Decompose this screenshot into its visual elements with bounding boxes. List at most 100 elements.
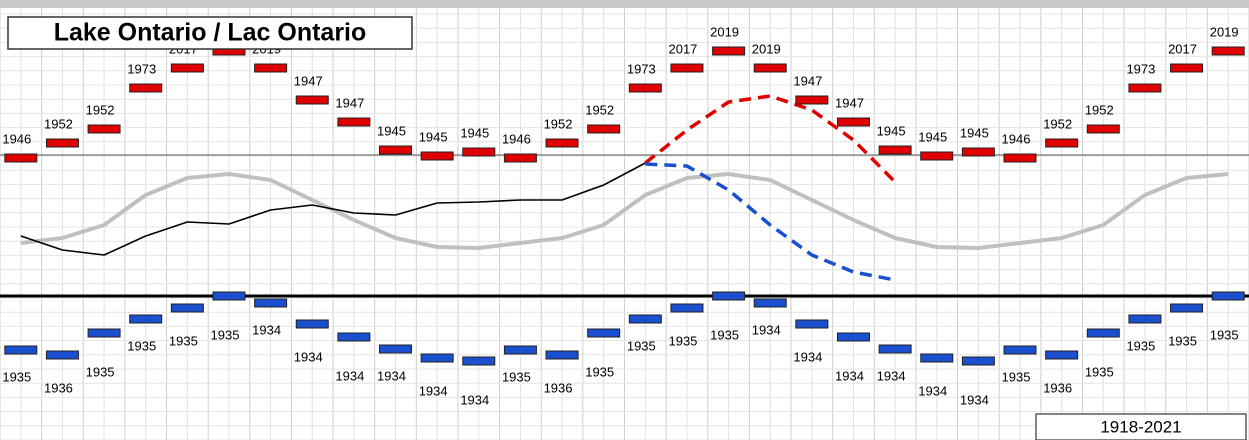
- year-label: 2019: [752, 41, 781, 56]
- level-mark: [1170, 303, 1204, 313]
- level-mark: [170, 303, 204, 313]
- level-mark: [628, 83, 662, 93]
- level-mark: [670, 63, 704, 73]
- level-mark: [1170, 63, 1204, 73]
- period: 1918-2021: [1100, 417, 1181, 436]
- level-mark: [212, 291, 246, 301]
- year-label: 1936: [544, 380, 573, 395]
- level-mark: [587, 124, 621, 134]
- level-mark: [753, 63, 787, 73]
- level-line: [20, 172, 1229, 250]
- level-mark: [45, 350, 79, 360]
- level-mark: [795, 95, 829, 105]
- level-mark: [545, 350, 579, 360]
- level-mark: [379, 344, 413, 354]
- level-mark: [1086, 328, 1120, 338]
- level-mark: [878, 344, 912, 354]
- year-label: 1935: [585, 364, 614, 379]
- level-mark: [878, 145, 912, 155]
- level-mark: [836, 117, 870, 127]
- level-mark: [254, 298, 288, 308]
- year-label: 1935: [627, 338, 656, 353]
- year-label: 1935: [169, 333, 198, 348]
- year-label: 1946: [1002, 131, 1031, 146]
- year-label: 1934: [335, 368, 364, 383]
- level-mark: [462, 147, 496, 157]
- forecast-line: [645, 162, 896, 282]
- year-label: 1952: [1085, 102, 1114, 117]
- level-mark: [503, 153, 537, 163]
- level-mark: [920, 353, 954, 363]
- year-label: 1935: [502, 369, 531, 384]
- level-mark: [254, 63, 288, 73]
- year-label: 1952: [585, 102, 614, 117]
- level-mark: [961, 147, 995, 157]
- level-mark: [670, 303, 704, 313]
- year-label: 1934: [793, 349, 822, 364]
- level-mark: [836, 332, 870, 342]
- year-label: 1934: [918, 383, 947, 398]
- level-mark: [1086, 124, 1120, 134]
- year-label: 1934: [960, 392, 989, 407]
- year-label: 1935: [1085, 364, 1114, 379]
- level-mark: [1128, 83, 1162, 93]
- year-label: 2019: [1210, 24, 1239, 39]
- level-mark: [545, 138, 579, 148]
- year-label: 1946: [2, 131, 31, 146]
- year-label: 1934: [377, 368, 406, 383]
- level-mark: [1045, 350, 1079, 360]
- level-mark: [379, 145, 413, 155]
- top-strip: [0, 0, 1249, 8]
- year-label: 1952: [1043, 116, 1072, 131]
- year-label: 1935: [668, 333, 697, 348]
- level-mark: [961, 356, 995, 366]
- level-mark: [1045, 138, 1079, 148]
- year-label: 1945: [377, 123, 406, 138]
- year-label: 1947: [294, 73, 323, 88]
- level-mark: [462, 356, 496, 366]
- year-label: 1952: [544, 116, 573, 131]
- level-mark: [295, 95, 329, 105]
- year-label: 1973: [1126, 61, 1155, 76]
- year-label: 2019: [710, 24, 739, 39]
- level-mark: [795, 319, 829, 329]
- year-label: 1945: [918, 129, 947, 144]
- level-mark: [628, 314, 662, 324]
- period-box: [1035, 413, 1247, 440]
- year-label: 1935: [1002, 369, 1031, 384]
- year-label: 1946: [502, 131, 531, 146]
- year-label: 1936: [44, 380, 73, 395]
- level-mark: [420, 353, 454, 363]
- level-mark: [920, 151, 954, 161]
- year-label: 1945: [960, 125, 989, 140]
- level-mark: [503, 345, 537, 355]
- year-label: 1947: [335, 95, 364, 110]
- year-label: 1935: [211, 327, 240, 342]
- year-label: 1945: [419, 129, 448, 144]
- year-label: 1934: [460, 392, 489, 407]
- year-label: 1947: [835, 95, 864, 110]
- level-mark: [87, 328, 121, 338]
- level-mark: [129, 314, 163, 324]
- year-label: 1945: [877, 123, 906, 138]
- level-mark: [1003, 153, 1037, 163]
- year-label: 1935: [127, 338, 156, 353]
- level-mark: [87, 124, 121, 134]
- level-line: [20, 162, 646, 256]
- level-mark: [337, 117, 371, 127]
- year-label: 1945: [460, 125, 489, 140]
- level-mark: [1211, 291, 1245, 301]
- chart-title: Lake Ontario / Lac Ontario: [54, 19, 367, 47]
- year-label: 1934: [877, 368, 906, 383]
- level-mark: [295, 319, 329, 329]
- year-label: 1935: [1210, 327, 1239, 342]
- level-mark: [1211, 46, 1245, 56]
- year-label: 1935: [86, 364, 115, 379]
- year-label: 1947: [793, 73, 822, 88]
- year-label: 1973: [627, 61, 656, 76]
- year-label: 2017: [668, 41, 697, 56]
- year-label: 1934: [419, 383, 448, 398]
- level-mark: [1128, 314, 1162, 324]
